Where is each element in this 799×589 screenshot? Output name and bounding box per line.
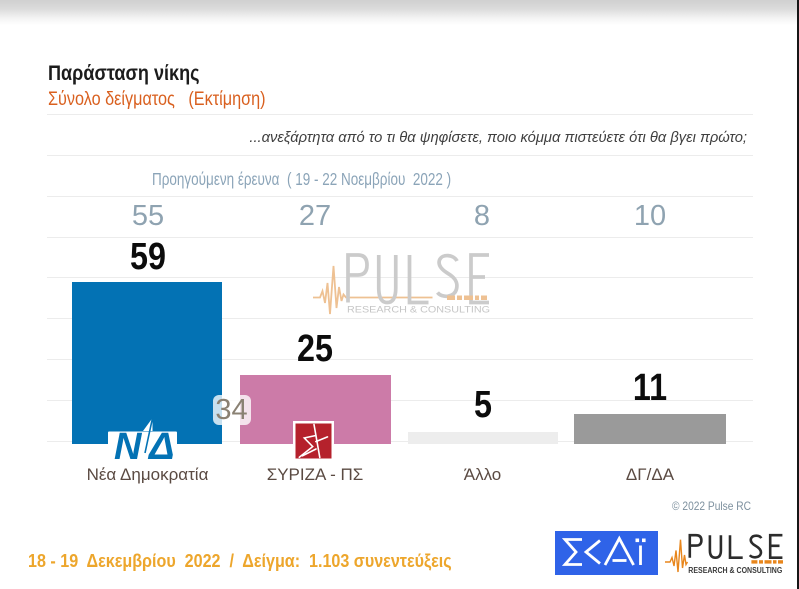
svg-text:RESEARCH & CONSULTING: RESEARCH & CONSULTING: [688, 566, 782, 575]
svg-text:Δ: Δ: [147, 426, 175, 462]
svg-text:RESEARCH & CONSULTING: RESEARCH & CONSULTING: [347, 305, 490, 315]
svg-text:Ν: Ν: [114, 426, 143, 462]
